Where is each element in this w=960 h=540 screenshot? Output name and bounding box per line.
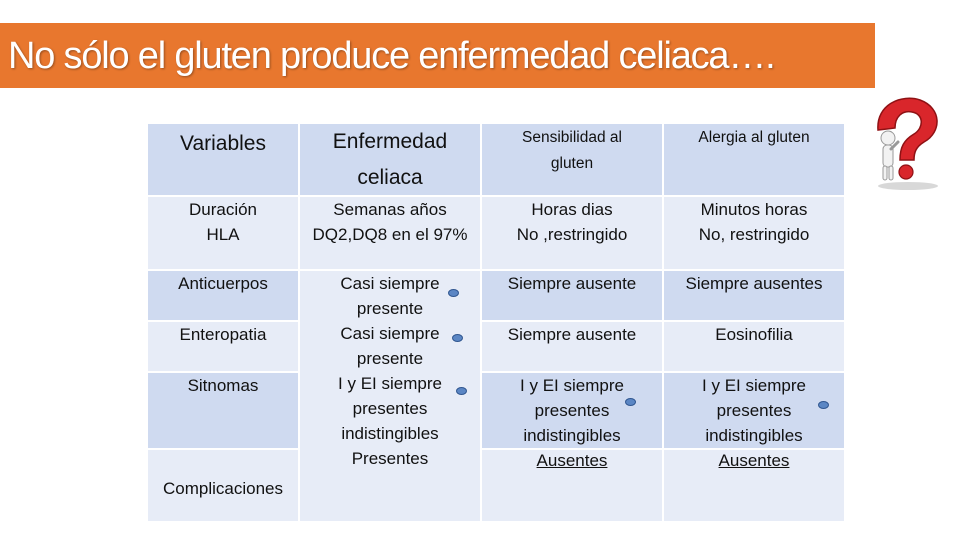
complicaciones-label: Complicaciones — [163, 479, 283, 498]
question-mark-figure-icon — [877, 97, 938, 190]
row-enteropatia-alergia: Eosinofilia — [664, 322, 844, 371]
header-variables-label: Variables — [180, 132, 266, 155]
sensitivity-duration: Horas dias — [531, 200, 613, 219]
row-anticuerpos-sensibilidad: Siempre ausente — [482, 271, 662, 320]
enteropatia-label: Enteropatia — [179, 325, 267, 344]
row-enteropatia-variable: Enteropatia — [148, 322, 298, 371]
celiac-symptoms-line3: indistingibles — [341, 424, 439, 443]
sensitivity-symptoms-line1: I y EI siempre — [520, 376, 624, 395]
anticuerpos-sensitivity: Siempre ausente — [507, 274, 637, 293]
allergy-symptoms: I y EI siempre presentes indistingibles … — [664, 373, 844, 478]
bullet-dot-icon — [452, 334, 463, 342]
celiac-duration: Semanas años — [333, 200, 447, 219]
bullet-dot-icon — [448, 289, 459, 297]
row-duracion-celiaca: Semanas años DQ2,DQ8 en el 97% — [300, 197, 480, 269]
sensitivity-symptoms-line3: indistingibles — [523, 426, 621, 445]
allergy-hla: No, restringido — [698, 225, 810, 244]
enteropatia-allergy: Eosinofilia — [715, 325, 793, 344]
anticuerpos-allergy: Siempre ausentes — [685, 274, 823, 293]
row-complicaciones-alergia — [664, 450, 844, 521]
row-sitnomas-variable: Sitnomas — [148, 373, 298, 448]
header-alergia-label: Alergia al gluten — [698, 129, 810, 146]
celiac-complications: Presentes — [351, 449, 429, 468]
celiac-antibodies-line2: presente — [356, 299, 424, 318]
sensitivity-symptoms: I y EI siempre presentes indistingibles … — [482, 373, 662, 478]
sensitivity-complications: Ausentes — [536, 451, 608, 470]
anticuerpos-label: Anticuerpos — [178, 274, 268, 293]
header-enfermedad-celiaca-label: Enfermedad celiaca — [332, 130, 448, 189]
sensitivity-hla: No ,restringido — [516, 225, 628, 244]
celiac-symptoms-line2: presentes — [352, 399, 428, 418]
row-anticuerpos-alergia: Siempre ausentes — [664, 271, 844, 320]
hla-label: HLA — [206, 225, 240, 244]
row-anticuerpos-variable: Anticuerpos — [148, 271, 298, 320]
celiac-enteropathy-line1: Casi siempre — [340, 324, 440, 343]
row-sitnomas-sensibilidad — [482, 373, 662, 448]
header-sensibilidad: Sensibilidad al gluten — [482, 124, 662, 195]
row-complicaciones-sensibilidad — [482, 450, 662, 521]
row-enteropatia-sensibilidad: Siempre ausente — [482, 322, 662, 371]
row-duracion-alergia: Minutos horas No, restringido — [664, 197, 844, 269]
sitnomas-label: Sitnomas — [187, 376, 259, 395]
slide-title: No sólo el gluten produce enfermedad cel… — [8, 35, 776, 77]
sensitivity-symptoms-line2: presentes — [534, 401, 610, 420]
enteropatia-sensitivity: Siempre ausente — [507, 325, 637, 344]
header-variables: Variables — [148, 124, 298, 195]
celiac-symptoms-line1: I y EI siempre — [338, 374, 442, 393]
allergy-symptoms-line1: I y EI siempre — [702, 376, 806, 395]
row-complicaciones-variable: Complicaciones — [148, 450, 298, 521]
row-sitnomas-alergia — [664, 373, 844, 448]
row-duracion-sensibilidad: Horas dias No ,restringido — [482, 197, 662, 269]
header-enfermedad-celiaca: Enfermedad celiaca — [300, 124, 480, 195]
bullet-dot-icon — [456, 387, 467, 395]
header-sensibilidad-label: Sensibilidad al gluten — [522, 129, 622, 172]
allergy-symptoms-line2: presentes — [716, 401, 792, 420]
header-alergia: Alergia al gluten — [664, 124, 844, 195]
celiac-antibodies-line1: Casi siempre — [340, 274, 440, 293]
allergy-duration: Minutos horas — [700, 200, 808, 219]
celiac-column-merged: Casi siempre presente Casi siempre prese… — [300, 271, 480, 521]
celiac-hla: DQ2,DQ8 en el 97% — [312, 225, 468, 244]
row-duracion-variable: Duración HLA — [148, 197, 298, 269]
celiac-enteropathy-line2: presente — [356, 349, 424, 368]
bullet-dot-icon — [818, 401, 829, 409]
bullet-dot-icon — [625, 398, 636, 406]
allergy-symptoms-line3: indistingibles — [705, 426, 803, 445]
title-banner — [0, 23, 875, 88]
duracion-label: Duración — [188, 200, 258, 219]
allergy-complications: Ausentes — [718, 451, 790, 470]
